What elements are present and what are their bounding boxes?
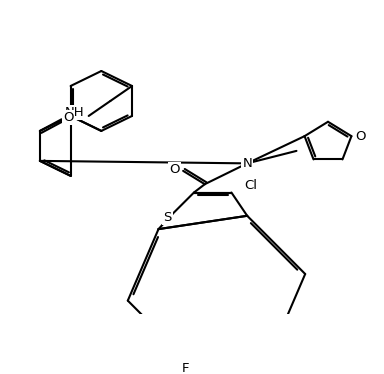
Text: O: O	[63, 111, 74, 124]
Text: O: O	[355, 130, 366, 142]
Text: N: N	[242, 157, 252, 170]
Text: O: O	[169, 163, 179, 176]
Text: F: F	[182, 362, 190, 374]
Text: Cl: Cl	[245, 180, 258, 192]
Text: NH: NH	[65, 106, 84, 119]
Text: S: S	[163, 211, 172, 224]
